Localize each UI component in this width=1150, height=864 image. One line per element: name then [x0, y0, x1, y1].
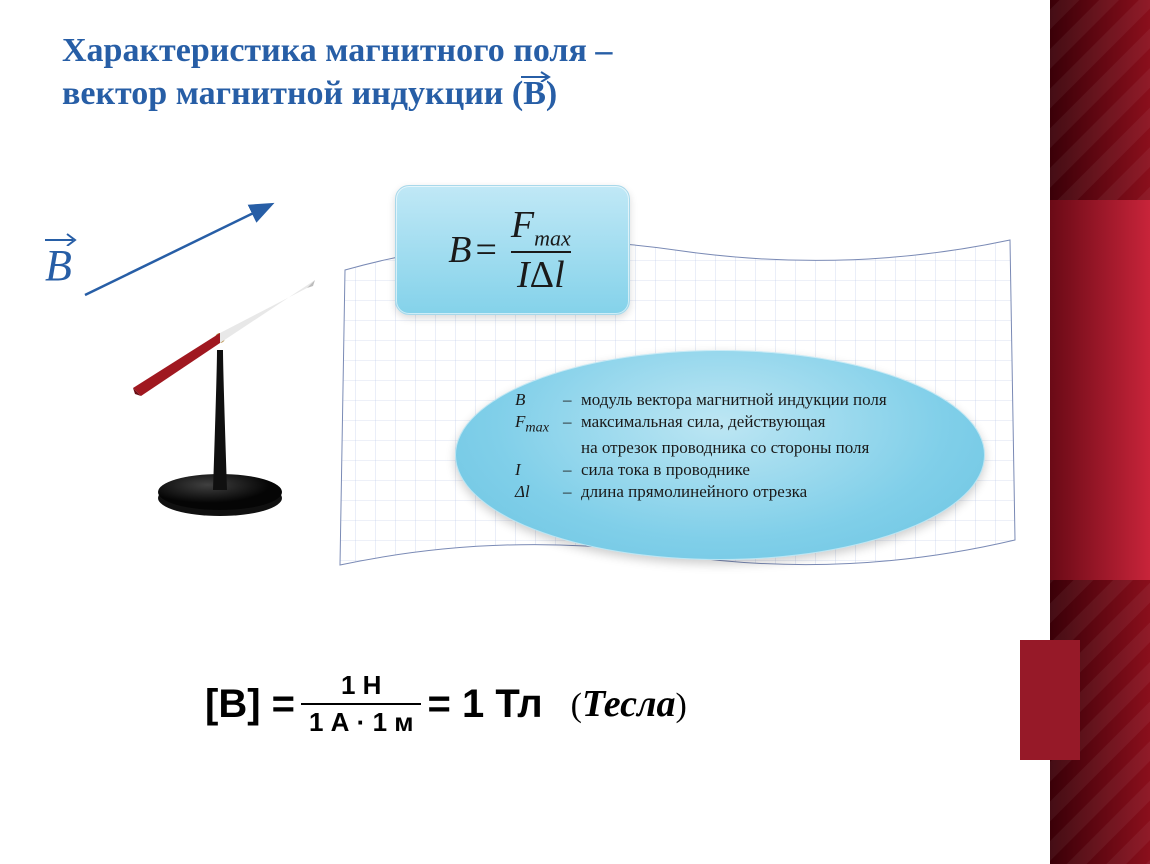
unit-lhs: [B] = — [205, 682, 295, 727]
unit-tesla-label: (Тесла) — [571, 682, 687, 726]
formula-numerator: Fmax — [505, 203, 577, 252]
vector-arrow-icon — [519, 68, 553, 82]
title-line2-pre: вектор магнитной индукции ( — [62, 75, 523, 112]
formula-eq: = — [475, 228, 496, 272]
formula-legend: B–модуль вектора магнитной индукции поля… — [455, 350, 985, 560]
legend-text: максимальная сила, действующая — [581, 412, 930, 436]
formula-fraction: Fmax IΔl — [505, 203, 577, 298]
magnetic-needle-diagram: B — [45, 200, 325, 530]
legend-dash: – — [563, 390, 581, 410]
formula-l: l — [554, 254, 565, 296]
title-line1: Характеристика магнитного поля – — [62, 32, 612, 69]
unit-rhs: = 1 Тл — [427, 682, 542, 727]
legend-dash: – — [563, 460, 581, 480]
legend-dash: – — [563, 412, 581, 436]
legend-symbol: B — [515, 390, 563, 410]
legend-symbol — [515, 438, 563, 458]
legend-text: длина прямолинейного отрезка — [581, 482, 930, 502]
slide-title: Характеристика магнитного поля – вектор … — [62, 30, 962, 115]
title-b-vector: B — [523, 73, 546, 116]
legend-symbol: Fmax — [515, 412, 563, 436]
legend-row: на отрезок проводника со стороны поля — [515, 438, 930, 458]
legend-row: B–модуль вектора магнитной индукции поля — [515, 390, 930, 410]
legend-dash: – — [563, 482, 581, 502]
formula-lhs: B — [448, 228, 471, 272]
legend-text: модуль вектора магнитной индукции поля — [581, 390, 930, 410]
legend-row: I–сила тока в проводнике — [515, 460, 930, 480]
formula-denominator: IΔl — [511, 251, 571, 297]
legend-row: Δl–длина прямолинейного отрезка — [515, 482, 930, 502]
paren-close: ) — [676, 687, 687, 724]
tesla-word: Тесла — [582, 683, 676, 725]
formula-F: F — [511, 204, 534, 246]
slide-decoration-bars — [1020, 0, 1150, 864]
slide: Характеристика магнитного поля – вектор … — [0, 0, 1150, 864]
formula-delta: Δ — [530, 254, 554, 296]
unit-formula: [B] = 1 Н 1 А · 1 м = 1 Тл (Тесла) — [205, 670, 687, 738]
unit-denominator: 1 А · 1 м — [301, 703, 421, 738]
legend-dash — [563, 438, 581, 458]
legend-text: сила тока в проводнике — [581, 460, 930, 480]
unit-fraction: 1 Н 1 А · 1 м — [301, 670, 421, 738]
unit-numerator: 1 Н — [333, 670, 389, 703]
legend-text: на отрезок проводника со стороны поля — [581, 438, 930, 458]
formula-I: I — [517, 254, 530, 296]
paren-open: ( — [571, 687, 582, 724]
compass-needle-icon — [125, 230, 335, 530]
legend-symbol: I — [515, 460, 563, 480]
formula-max: max — [534, 225, 571, 250]
magnetic-induction-formula: B = Fmax IΔl — [395, 185, 630, 315]
legend-symbol: Δl — [515, 482, 563, 502]
legend-row: Fmax–максимальная сила, действующая — [515, 412, 930, 436]
